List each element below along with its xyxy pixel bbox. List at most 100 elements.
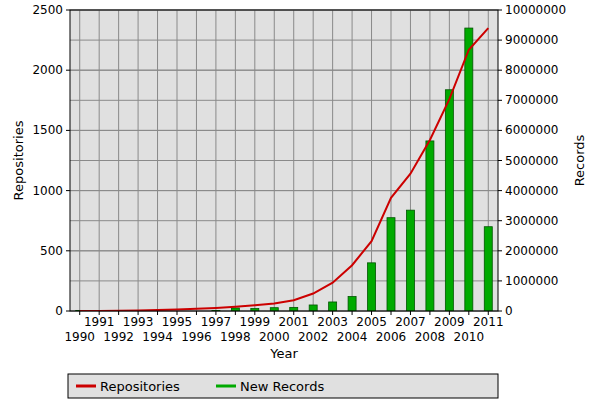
- tick-label: 1999: [240, 315, 271, 329]
- tick-label: 1992: [103, 330, 134, 344]
- tick-label: 2008: [415, 330, 446, 344]
- x-axis: 1990199119921993199419951996199719981999…: [64, 311, 503, 344]
- grid-line: [79, 10, 80, 311]
- tick: [468, 311, 469, 315]
- tick-label: 5000000: [505, 154, 558, 168]
- tick: [157, 311, 158, 315]
- legend-label: New Records: [240, 379, 324, 394]
- tick: [498, 160, 502, 161]
- tick: [429, 311, 430, 315]
- axis-title: Records: [572, 134, 587, 186]
- tick-label: 1996: [181, 330, 212, 344]
- tick: [66, 190, 70, 191]
- tick: [274, 311, 275, 315]
- tick: [498, 10, 502, 11]
- grid-line: [118, 10, 119, 311]
- bar: [290, 307, 298, 311]
- tick-label: 2001: [278, 315, 309, 329]
- tick-label: 1990: [64, 330, 95, 344]
- grid-line: [254, 10, 255, 311]
- grid-line: [70, 70, 498, 71]
- line: [80, 28, 489, 311]
- grid-line: [313, 10, 314, 311]
- bar: [465, 28, 473, 311]
- tick-label: 1000000: [505, 274, 558, 288]
- tick-label: 2003: [317, 315, 348, 329]
- grid-line: [293, 10, 294, 311]
- grid-line: [274, 10, 275, 311]
- grid-line: [70, 100, 498, 101]
- tick: [498, 70, 502, 71]
- grid-line: [70, 70, 498, 71]
- tick: [498, 40, 502, 41]
- tick: [498, 130, 502, 131]
- tick: [66, 70, 70, 71]
- tick-label: 4000000: [505, 184, 558, 198]
- tick: [313, 311, 314, 315]
- tick-label: 1000: [32, 184, 63, 198]
- axis-title: Repositories: [11, 120, 26, 200]
- plot-frame: [70, 10, 498, 311]
- axis-title: Year: [269, 346, 298, 361]
- tick: [79, 311, 80, 315]
- grid-line: [138, 10, 139, 311]
- grid-line: [99, 10, 100, 311]
- tick-label: 2000: [259, 330, 290, 344]
- tick: [66, 250, 70, 251]
- tick: [118, 311, 119, 315]
- tick-label: 6000000: [505, 123, 558, 137]
- tick-label: 2500: [32, 3, 63, 17]
- tick-label: 2011: [473, 315, 504, 329]
- tick: [498, 220, 502, 221]
- tick-label: 2000: [32, 63, 63, 77]
- plot-area: [70, 10, 498, 311]
- grid-line: [157, 10, 158, 311]
- bar: [387, 218, 395, 311]
- tick-label: 500: [40, 244, 63, 258]
- bar: [484, 227, 492, 311]
- tick-label: 1994: [142, 330, 173, 344]
- chart: 0500100015002000250001000000200000030000…: [0, 0, 600, 400]
- tick-label: 2000000: [505, 244, 558, 258]
- grid-line: [235, 10, 236, 311]
- tick: [498, 250, 502, 251]
- tick: [66, 130, 70, 131]
- tick-label: 2007: [395, 315, 426, 329]
- tick: [352, 311, 353, 315]
- tick-label: 2002: [298, 330, 329, 344]
- tick-label: 0: [55, 304, 63, 318]
- bar: [445, 90, 453, 311]
- tick-label: 1500: [32, 123, 63, 137]
- tick-label: 1995: [162, 315, 193, 329]
- legend: Repositories New Records: [68, 374, 498, 398]
- tick: [498, 280, 502, 281]
- marks: [76, 28, 493, 311]
- tick-label: 0: [505, 304, 513, 318]
- bar: [309, 305, 317, 311]
- tick: [391, 311, 392, 315]
- tick: [498, 190, 502, 191]
- grid-line: [70, 40, 498, 41]
- tick: [498, 100, 502, 101]
- tick-label: 10000000: [505, 3, 566, 17]
- legend-swatch: [216, 385, 236, 388]
- bar: [406, 210, 414, 311]
- grid-line: [196, 10, 197, 311]
- tick: [66, 10, 70, 11]
- grid-line: [177, 10, 178, 311]
- tick-label: 2006: [376, 330, 407, 344]
- tick-label: 9000000: [505, 33, 558, 47]
- tick: [498, 311, 502, 312]
- bar: [426, 141, 434, 311]
- legend-label: Repositories: [100, 379, 180, 394]
- tick-label: 1993: [123, 315, 154, 329]
- legend-box: [68, 374, 498, 398]
- tick-label: 1991: [84, 315, 115, 329]
- tick-label: 2005: [356, 315, 387, 329]
- background: [0, 0, 600, 400]
- y2-axis: 0100000020000003000000400000050000006000…: [498, 3, 566, 318]
- tick-label: 8000000: [505, 63, 558, 77]
- tick: [235, 311, 236, 315]
- tick-label: 1998: [220, 330, 251, 344]
- tick-label: 2009: [434, 315, 465, 329]
